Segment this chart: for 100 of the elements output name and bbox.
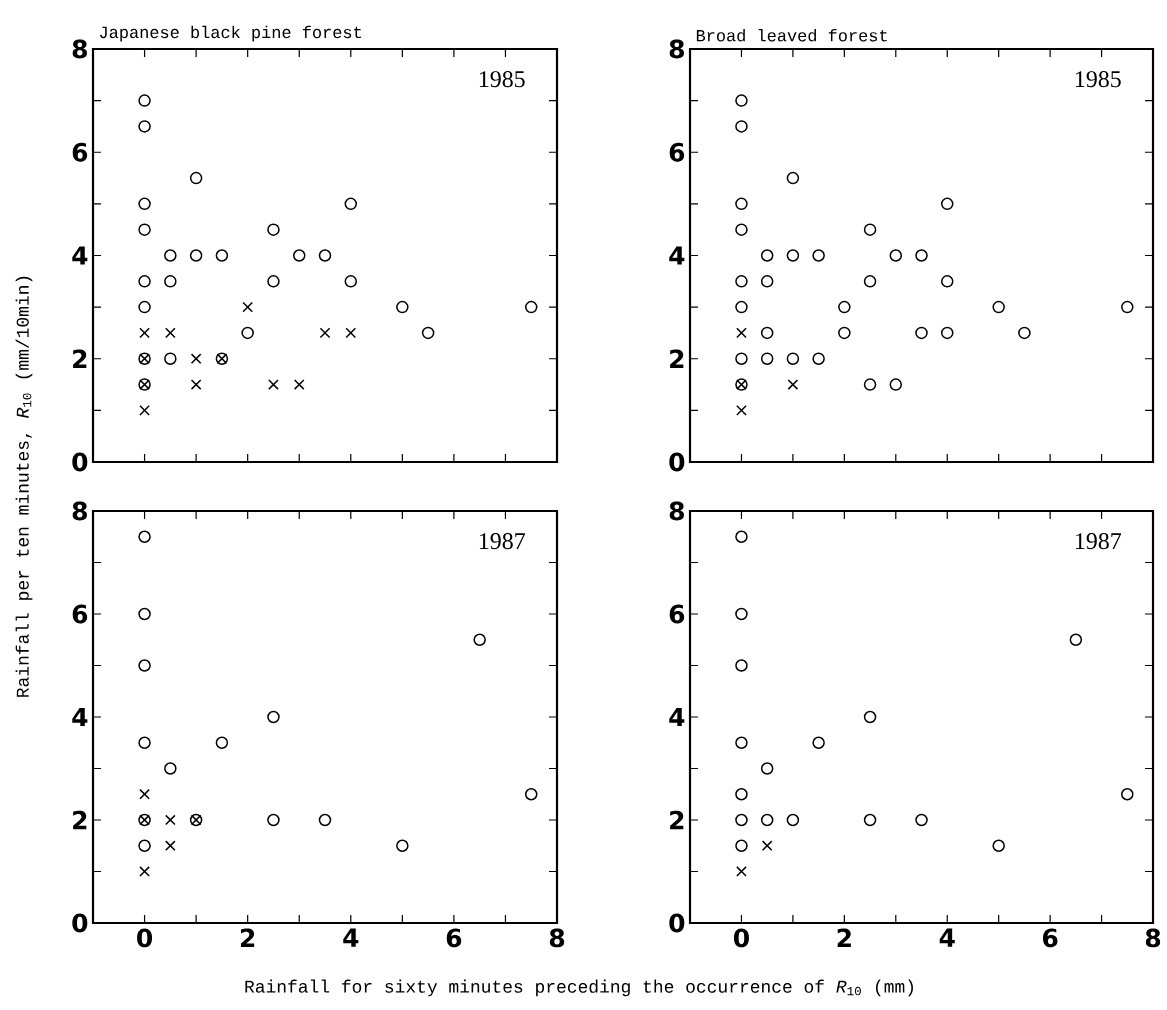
point	[190, 379, 202, 390]
point	[138, 223, 151, 236]
point	[524, 300, 538, 314]
point	[735, 787, 748, 801]
point	[735, 352, 748, 365]
point	[735, 120, 748, 133]
y-tick-label: 0	[669, 452, 685, 472]
point	[940, 326, 954, 340]
x-tick-label: 8	[1145, 928, 1161, 948]
point	[139, 405, 150, 416]
point	[165, 327, 176, 339]
y-tick-label: 4	[669, 246, 685, 265]
point	[736, 327, 747, 339]
point	[524, 787, 538, 801]
point	[760, 352, 774, 365]
point	[164, 352, 177, 365]
chart-title: Broad leaved forest	[696, 29, 887, 42]
point	[138, 300, 151, 314]
point	[735, 607, 748, 621]
point	[787, 379, 799, 390]
point	[812, 736, 825, 749]
point	[190, 353, 202, 365]
point	[138, 659, 151, 672]
point	[319, 327, 331, 339]
annotation: 1987	[479, 533, 525, 550]
point	[812, 352, 825, 365]
y-tick-label: 8	[669, 39, 684, 59]
point	[1121, 300, 1134, 314]
point	[215, 249, 229, 262]
y-tick-label: 6	[669, 142, 685, 162]
point	[915, 813, 928, 827]
y-tick-label: 4	[72, 707, 88, 727]
point	[761, 840, 773, 852]
x-tick-label: 0	[733, 928, 749, 948]
point	[164, 275, 177, 288]
point	[940, 275, 954, 288]
point	[786, 249, 800, 262]
y-tick-label: 2	[73, 349, 87, 368]
point	[889, 249, 903, 262]
point	[241, 326, 254, 340]
point	[138, 197, 151, 211]
point	[992, 839, 1005, 852]
point	[268, 379, 279, 390]
point	[267, 710, 280, 724]
point	[735, 223, 748, 236]
point	[139, 327, 150, 339]
point	[863, 710, 877, 724]
y-tick-label: 8	[669, 501, 684, 521]
point	[889, 378, 903, 391]
point	[267, 813, 280, 827]
point	[267, 275, 280, 288]
point	[760, 275, 774, 288]
y-tick-label: 8	[72, 501, 87, 521]
point	[292, 249, 306, 262]
point	[736, 866, 747, 877]
point	[164, 249, 177, 262]
point	[138, 839, 151, 852]
point	[138, 530, 151, 543]
point	[838, 300, 851, 314]
y-tick-label: 0	[72, 452, 88, 472]
point	[293, 379, 305, 390]
point	[242, 301, 254, 313]
point	[138, 736, 151, 749]
x-tick-label: 0	[137, 928, 153, 948]
point	[992, 300, 1005, 314]
point	[863, 223, 877, 236]
x-tick-label: 8	[549, 928, 565, 948]
point	[138, 275, 151, 288]
y-tick-label: 8	[72, 39, 87, 59]
point	[318, 249, 332, 262]
y-tick-label: 4	[72, 246, 88, 265]
point	[165, 840, 176, 852]
point	[138, 94, 151, 107]
point	[760, 813, 774, 827]
point	[735, 197, 748, 211]
point	[735, 530, 748, 543]
point	[786, 813, 800, 827]
point	[940, 197, 954, 211]
point	[760, 326, 774, 340]
point	[267, 223, 280, 236]
point	[736, 405, 747, 416]
chart-title: Japanese black pine forest	[99, 25, 361, 42]
x-tick-label: 2	[240, 928, 255, 947]
point	[1069, 633, 1083, 646]
y-tick-label: 6	[72, 604, 88, 624]
x-tick-label: 6	[446, 928, 462, 948]
point	[838, 326, 851, 340]
point	[735, 839, 748, 852]
point	[189, 249, 203, 262]
point	[344, 275, 358, 288]
point	[344, 197, 358, 211]
point	[138, 120, 151, 133]
annotation: 1987	[1075, 533, 1122, 550]
point	[318, 813, 332, 827]
y-tick-label: 2	[73, 810, 87, 830]
point	[189, 171, 203, 185]
point	[215, 736, 229, 749]
point	[863, 275, 877, 288]
point	[1121, 787, 1134, 801]
point	[735, 300, 748, 314]
